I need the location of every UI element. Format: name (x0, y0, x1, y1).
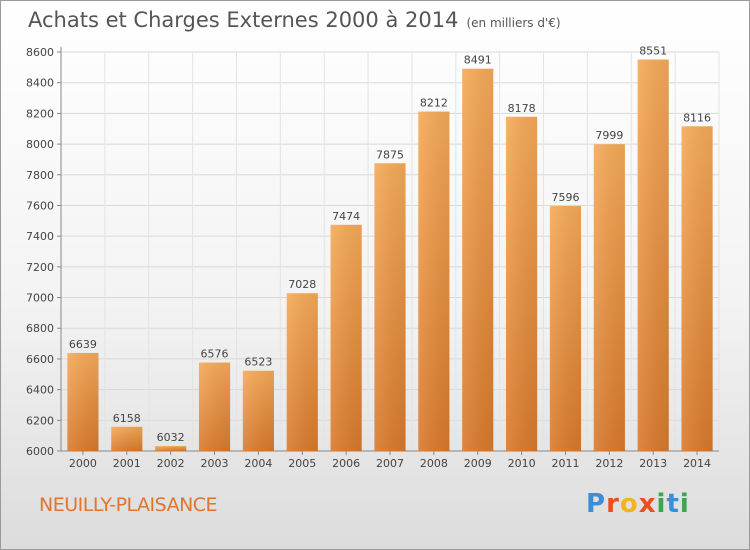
y-tick-label: 7000 (26, 292, 54, 305)
data-label: 8178 (508, 102, 536, 115)
data-label: 7596 (551, 191, 579, 204)
data-label: 8212 (420, 97, 448, 110)
bar-shade (374, 163, 406, 451)
y-tick-label: 7600 (26, 199, 54, 212)
bar-shade (330, 224, 362, 451)
x-tick-label: 2001 (113, 457, 141, 470)
bar-shade (418, 111, 450, 451)
y-tick-label: 7400 (26, 230, 54, 243)
x-tick-label: 2008 (420, 457, 448, 470)
x-tick-label: 2013 (639, 457, 667, 470)
y-tick-label: 6400 (26, 384, 54, 397)
brand-letter: x (638, 489, 657, 519)
brand-letter: t (666, 489, 680, 519)
chart-title: Achats et Charges Externes 2000 à 2014 (e… (28, 8, 561, 32)
bar-shade (198, 362, 231, 451)
data-label: 6032 (157, 431, 185, 444)
data-label: 8491 (464, 54, 492, 67)
data-label: 7999 (595, 129, 623, 142)
bar-shade (286, 293, 318, 451)
bar-shade (462, 68, 494, 452)
y-tick-label: 8400 (26, 77, 54, 90)
bar-shade (506, 116, 538, 451)
y-tick-label: 8600 (26, 46, 54, 59)
location-name: NEUILLY-PLAISANCE (39, 494, 218, 516)
data-label: 6576 (201, 348, 229, 361)
brand-logo: Proxiti (586, 489, 690, 519)
chart-title-text: Achats et Charges Externes 2000 à 2014 (28, 8, 459, 32)
bar-shade (242, 370, 274, 451)
y-tick-label: 8200 (26, 107, 54, 120)
brand-letter: i (679, 489, 690, 519)
data-label: 7474 (332, 210, 360, 223)
data-label: 6158 (113, 412, 141, 425)
x-tick-label: 2009 (464, 457, 492, 470)
bar-shade (111, 426, 143, 451)
chart-subtitle: (en milliers d'€) (466, 16, 561, 30)
x-tick-label: 2007 (376, 457, 404, 470)
brand-letter: o (619, 489, 639, 519)
data-label: 6523 (244, 356, 272, 369)
data-label: 7875 (376, 148, 404, 161)
x-tick-label: 2000 (69, 457, 97, 470)
brand-letter: r (606, 489, 620, 519)
x-tick-label: 2005 (288, 457, 316, 470)
brand-letter: P (586, 489, 607, 519)
data-label: 8551 (639, 45, 667, 58)
y-tick-label: 7200 (26, 261, 54, 274)
x-tick-label: 2006 (332, 457, 360, 470)
data-label: 6639 (69, 338, 97, 351)
axes: 6000 6200 6400 6600 6800 7000 7200 7400 7600 7800… (26, 46, 719, 470)
x-tick-label: 2003 (201, 457, 229, 470)
data-label: 8116 (683, 111, 711, 124)
y-tick-label: 6600 (26, 353, 54, 366)
x-tick-label: 2004 (244, 457, 272, 470)
brand-letter: i (656, 489, 667, 519)
x-tick-label: 2014 (683, 457, 711, 470)
data-label: 7028 (288, 278, 316, 291)
bar-shade (549, 206, 582, 451)
bars (67, 59, 713, 452)
x-tick-label: 2010 (508, 457, 536, 470)
y-tick-label: 6000 (26, 445, 54, 458)
bar-shade (637, 59, 669, 451)
x-tick-label: 2012 (595, 457, 623, 470)
y-tick-label: 6200 (26, 414, 54, 427)
y-tick-label: 8000 (26, 138, 54, 151)
y-tick-label: 6800 (26, 322, 54, 335)
data-labels: 6639 6158 6032 6576 6523 7028 7474 7875 8212 8491… (69, 45, 711, 445)
bar-shade (593, 144, 625, 451)
x-tick-label: 2002 (157, 457, 185, 470)
bar-shade (681, 126, 713, 451)
y-tick-label: 7800 (26, 169, 54, 182)
x-tick-label: 2011 (551, 457, 579, 470)
bar-shade (155, 446, 187, 451)
bar-shade (67, 352, 99, 451)
